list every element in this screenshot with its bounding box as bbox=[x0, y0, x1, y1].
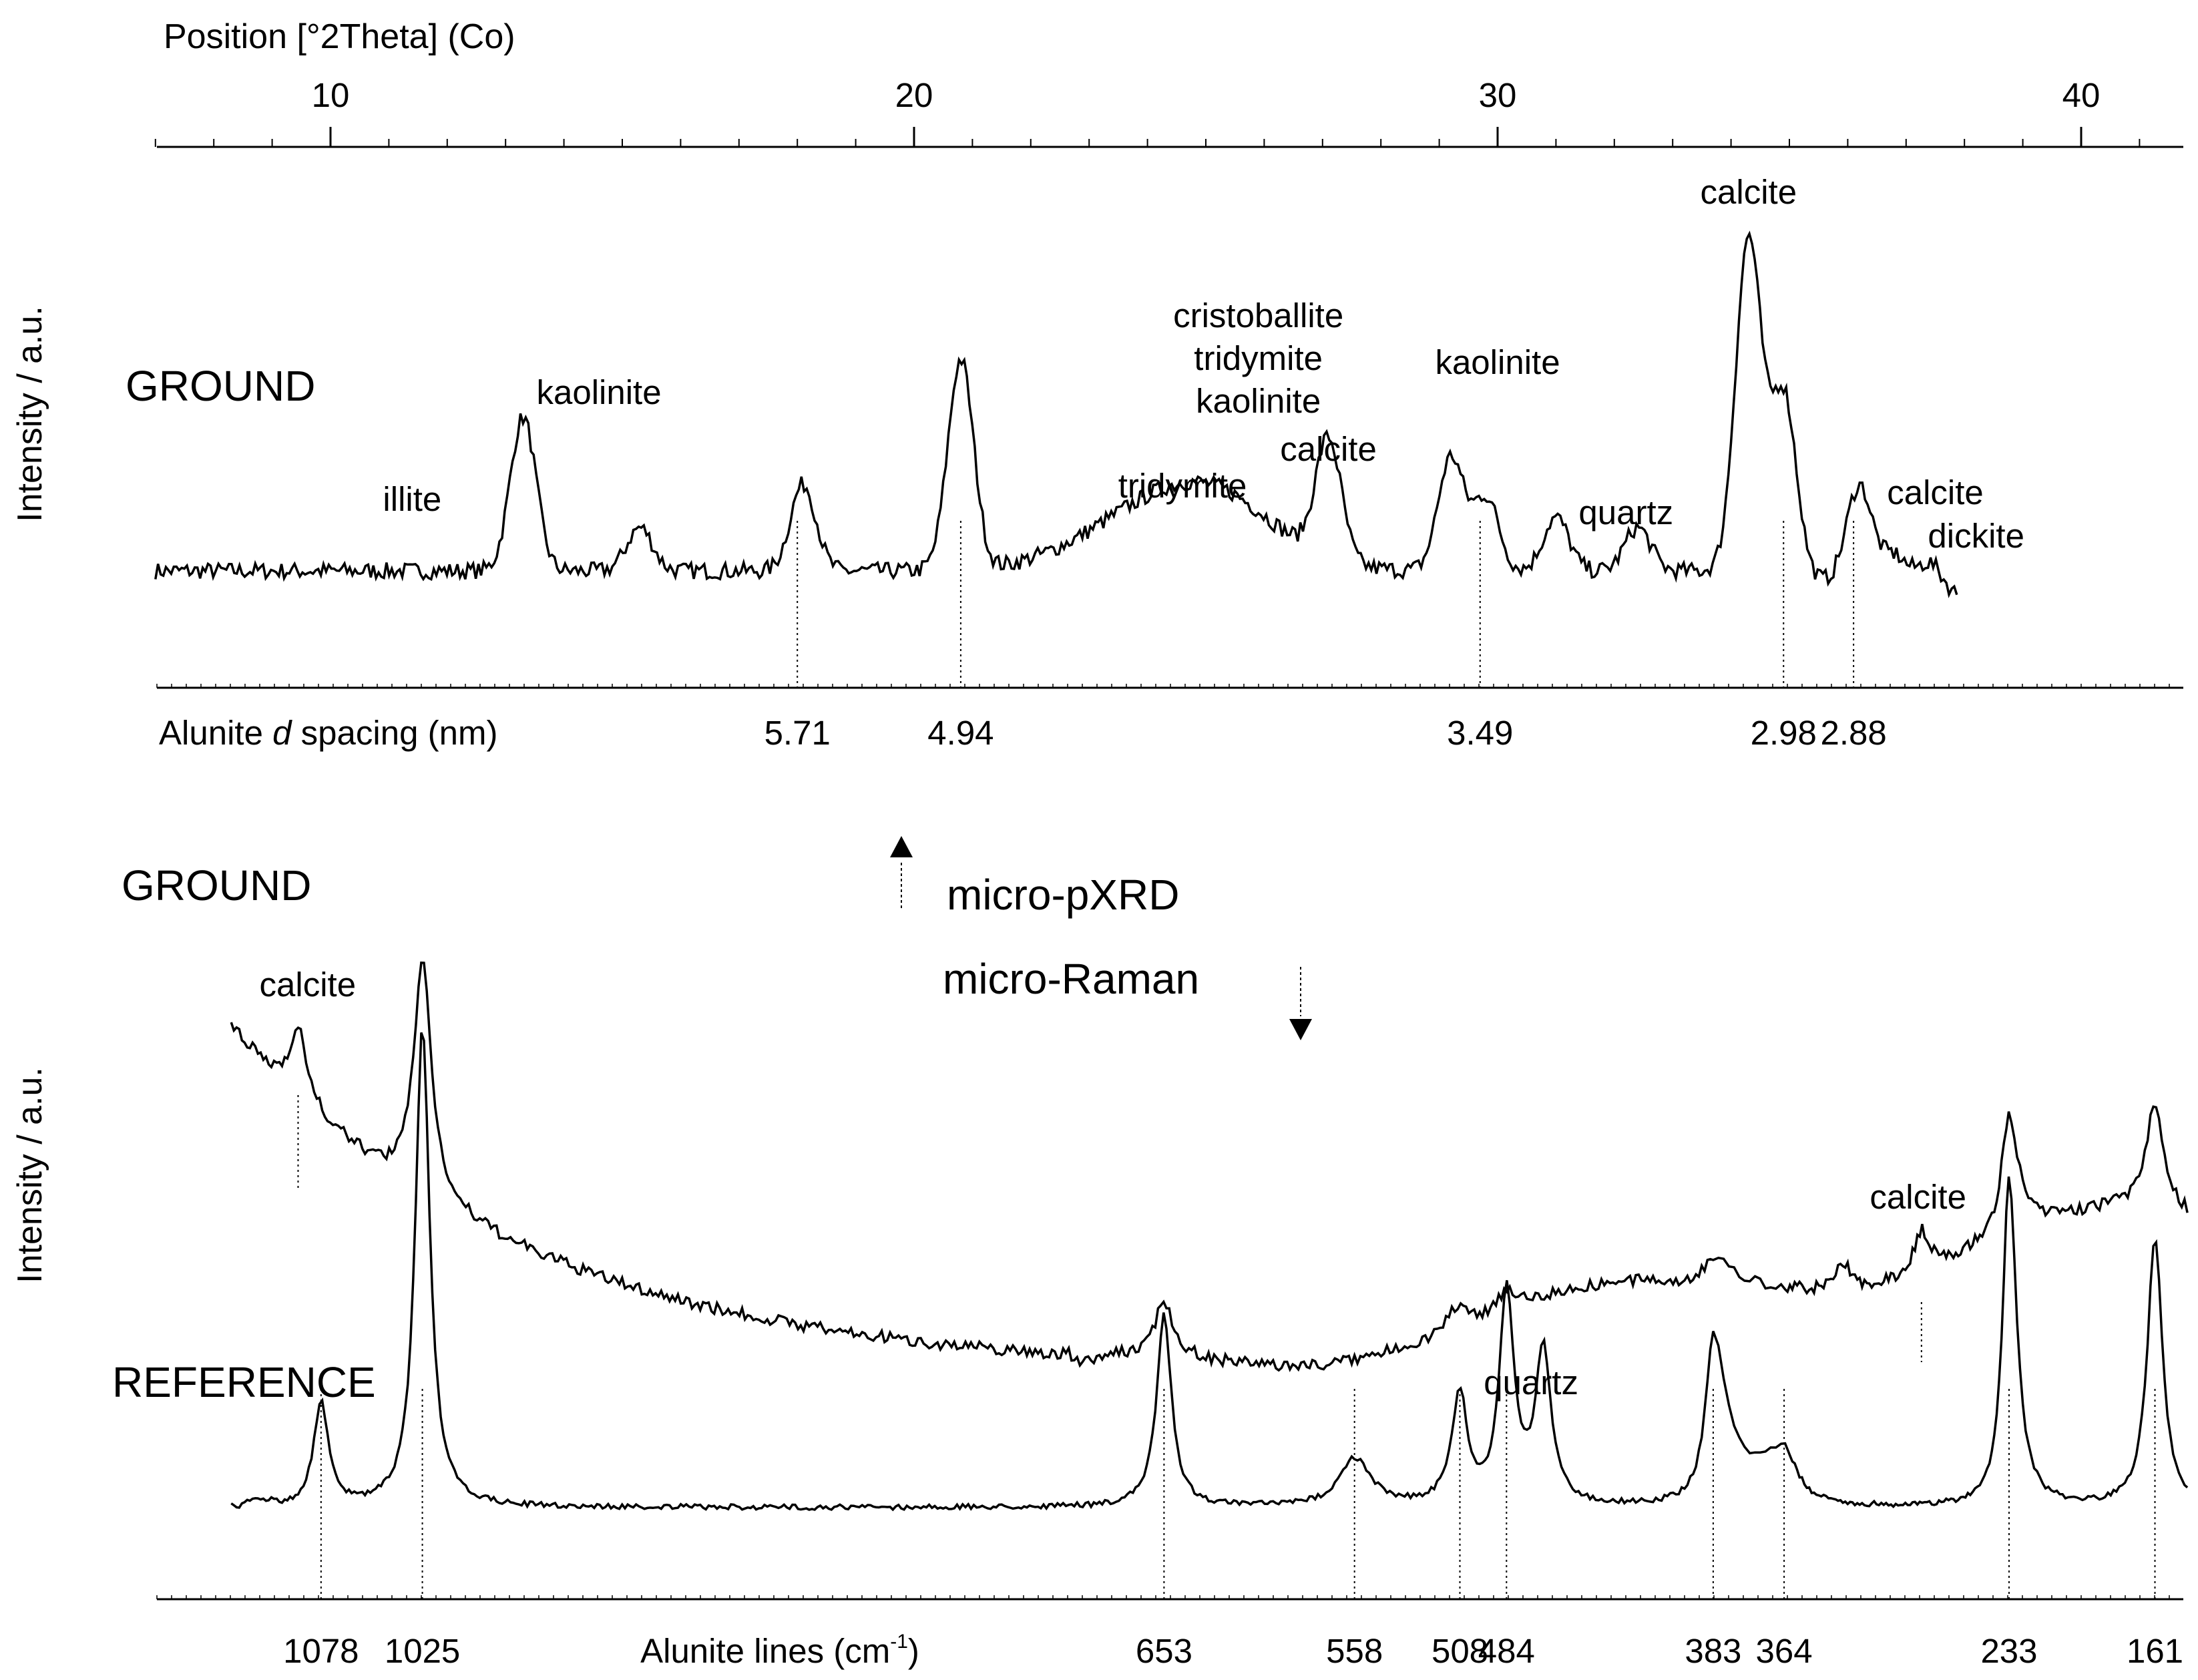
xrd-peak-labels: illite kaolinite tridymite cristoballite tri… bbox=[383, 173, 2024, 555]
raman-reference-label: REFERENCE bbox=[112, 1358, 376, 1406]
raman-ticks bbox=[156, 1595, 2170, 1599]
xrd-peak-label: kaolinite bbox=[1196, 382, 1321, 420]
xrd-peak-label: cristoballite bbox=[1173, 296, 1343, 335]
xrd-d-spacing-value: 4.94 bbox=[927, 714, 994, 752]
raman-alunite-value: 383 bbox=[1685, 1632, 1741, 1670]
raman-reference-trace bbox=[230, 1032, 2189, 1512]
xrd-peak-label: quartz bbox=[1578, 493, 1673, 532]
xrd-d-spacing-value: 5.71 bbox=[764, 714, 831, 752]
raman-peak-label: calcite bbox=[260, 966, 357, 1004]
raman-alunite-value: 484 bbox=[1478, 1632, 1535, 1670]
xrd-peak-label: kaolinite bbox=[1435, 343, 1560, 381]
xrd-ground-label: GROUND bbox=[126, 362, 315, 410]
raman-alunite-value: 1078 bbox=[283, 1632, 359, 1670]
xrd-d-spacing-value: 2.88 bbox=[1821, 714, 1887, 752]
raman-alunite-value: 508 bbox=[1432, 1632, 1488, 1670]
xrd-tick-label: 30 bbox=[1479, 76, 1517, 114]
xrd-peak-label: illite bbox=[383, 480, 441, 518]
technique-indicator: micro-pXRD micro-Raman bbox=[890, 836, 1312, 1040]
raman-alunite-value: 161 bbox=[2127, 1632, 2183, 1670]
raman-alunite-value: 1025 bbox=[385, 1632, 460, 1670]
raman-alunite-value: 364 bbox=[1756, 1632, 1813, 1670]
xrd-tick-label: 40 bbox=[2062, 76, 2101, 114]
xrd-technique-label: micro-pXRD bbox=[947, 871, 1179, 919]
xrd-d-spacing-values: 5.71 4.94 3.49 2.98 2.88 bbox=[764, 714, 1887, 752]
xrd-panel: Position [°2Theta] (Co) 10 20 30 40 Intensi… bbox=[11, 17, 2183, 752]
raman-alunite-value: 653 bbox=[1136, 1632, 1192, 1670]
xrd-peak-label: tridymite bbox=[1194, 339, 1323, 377]
xrd-peak-label: tridymite bbox=[1118, 467, 1247, 505]
raman-panel: Intensity / a.u. GROUND REFERENCE calcit… bbox=[11, 861, 2189, 1670]
xrd-axis-title: Position [°2Theta] (Co) bbox=[164, 17, 515, 56]
down-arrow-icon bbox=[1289, 1019, 1312, 1040]
xrd-d-spacing-value: 2.98 bbox=[1751, 714, 1817, 752]
xrd-peak-label: calcite bbox=[1701, 173, 1797, 211]
raman-alunite-lines bbox=[320, 1389, 2156, 1599]
raman-peak-labels: calcite quartz calcite bbox=[260, 966, 1966, 1402]
xrd-peak-label: dickite bbox=[1928, 517, 2024, 555]
xrd-alunite-lines bbox=[156, 521, 2170, 688]
raman-peak-label: quartz bbox=[1484, 1363, 1578, 1402]
xrd-peak-label: calcite bbox=[1280, 430, 1377, 468]
xrd-ylabel: Intensity / a.u. bbox=[11, 306, 49, 522]
raman-ylabel: Intensity / a.u. bbox=[11, 1067, 49, 1283]
xrd-d-spacing-value: 3.49 bbox=[1447, 714, 1513, 752]
raman-peak-label: calcite bbox=[1870, 1178, 1966, 1216]
xrd-ground-trace bbox=[154, 230, 1958, 598]
raman-alunite-value: 558 bbox=[1326, 1632, 1383, 1670]
xrd-tick-label: 20 bbox=[895, 76, 933, 114]
xrd-peak-label: kaolinite bbox=[536, 373, 661, 411]
xrd-tick-label: 10 bbox=[312, 76, 350, 114]
up-arrow-icon bbox=[890, 836, 913, 857]
raman-alunite-value: 233 bbox=[1980, 1632, 2037, 1670]
xrd-peak-label: calcite bbox=[1887, 473, 1984, 511]
raman-technique-label: micro-Raman bbox=[943, 955, 1199, 1003]
raman-ground-label: GROUND bbox=[122, 861, 311, 909]
d-spacing-axis-label: Alunite d spacing (nm) bbox=[159, 714, 497, 752]
xrd-ticks: 10 20 30 40 bbox=[154, 76, 2141, 147]
raman-ground-trace bbox=[230, 961, 2189, 1372]
raman-xlabel: Alunite lines (cm-1) bbox=[640, 1631, 919, 1670]
